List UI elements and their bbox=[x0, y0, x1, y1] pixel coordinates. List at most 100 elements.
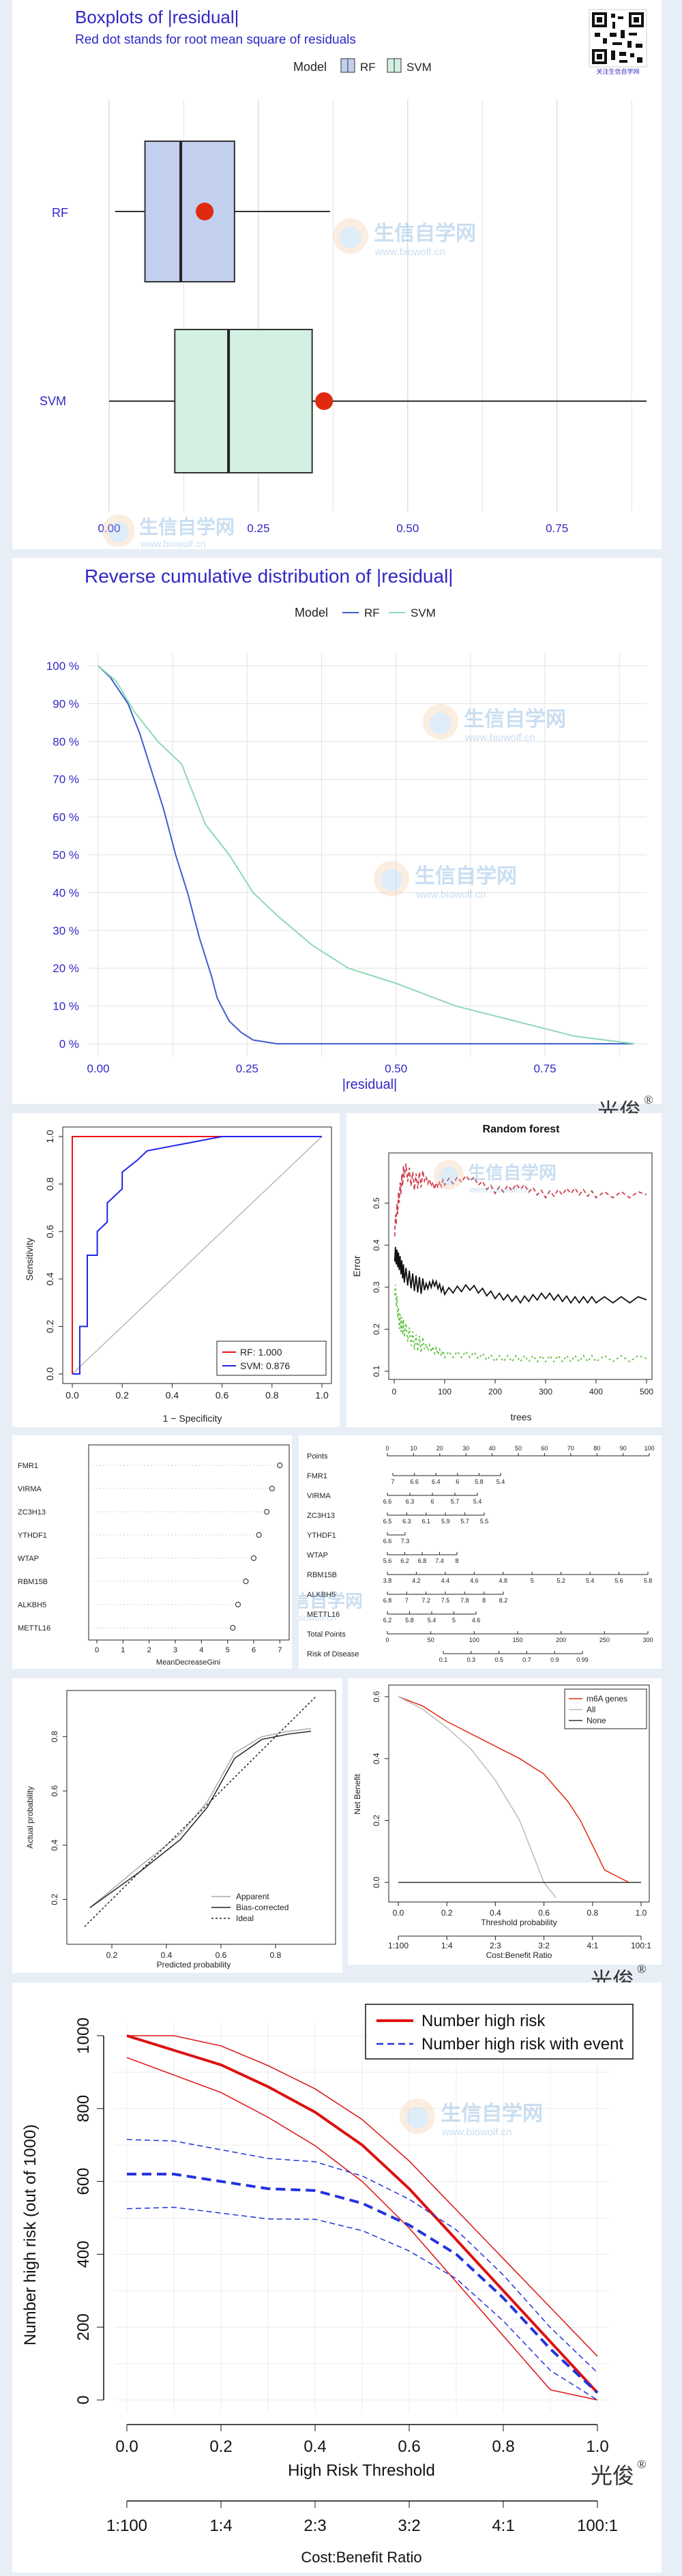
cic-high-risk-ci-lower bbox=[126, 2057, 598, 2401]
boxplot-title: Boxplots of |residual| bbox=[75, 7, 239, 27]
nomogram-tick-label: 100 bbox=[469, 1637, 479, 1643]
registered-mark-2: ® bbox=[637, 1962, 647, 1976]
roc-frame bbox=[62, 1126, 332, 1384]
dca-chart: 0.0 0.2 0.4 0.6 0.8 1.0 1:100 1:4 2:3 3:2 4:1 100:1… bbox=[353, 1684, 651, 1960]
rf-error-ylabel: Error bbox=[351, 1255, 362, 1276]
dca-x2-tick-label: 1:100 bbox=[388, 1941, 409, 1950]
importance-label: VIRMA bbox=[18, 1485, 42, 1493]
watermark-name: 生信自学网 bbox=[468, 1162, 557, 1183]
nomogram-tick-label: 40 bbox=[489, 1445, 496, 1452]
qr-caption: 关注生信自学网 bbox=[596, 68, 639, 75]
nomogram-row-label: ALKBH5 bbox=[307, 1591, 336, 1599]
nomogram-tick-label: 5.7 bbox=[451, 1498, 460, 1505]
nomogram-tick-label: 50 bbox=[428, 1637, 434, 1643]
cic-panel: 0.0 0.2 0.4 0.6 0.8 1.0 1:100 1:4 2:3 3:2 4:1 100:1… bbox=[12, 1982, 662, 2573]
nomogram-row-label: FMR1 bbox=[307, 1472, 327, 1480]
roc-x-tick-label: 0.2 bbox=[115, 1390, 129, 1401]
nomogram-tick-label: 3.8 bbox=[383, 1577, 392, 1584]
watermark-logo-2: 生信自学网 www.biowolf.cn bbox=[102, 514, 235, 549]
watermark-logo-4: 生信自学网 www.biowolf.cn bbox=[374, 861, 517, 901]
nomogram-tick-label: 6.6 bbox=[410, 1478, 419, 1485]
cic-y-tick-label: 800 bbox=[74, 2095, 93, 2122]
ecdf-y-tick-label: 50 % bbox=[53, 849, 79, 862]
roc-x-tick-label: 0.8 bbox=[265, 1390, 279, 1401]
boxplot-chart: Boxplots of |residual| Red dot stands fo… bbox=[40, 7, 651, 549]
roc-y-tick-label: 0.0 bbox=[44, 1367, 55, 1381]
qr-code-icon bbox=[589, 9, 647, 68]
dca-x-tick-label: 0.4 bbox=[490, 1908, 501, 1918]
dca-panel: 0.0 0.2 0.4 0.6 0.8 1.0 1:100 1:4 2:3 3:2 4:1 100:1… bbox=[348, 1678, 662, 1965]
watermark-url: www.biowolf.cn bbox=[299, 1613, 336, 1623]
nomogram-row-label: Risk of Disease bbox=[307, 1650, 359, 1658]
boxplot-panel: Boxplots of |residual| Red dot stands fo… bbox=[12, 0, 662, 549]
ecdf-legend-label-svm: SVM bbox=[411, 606, 436, 619]
rf-error-panel: Random forest 0 100 200 300 400 500 0.1 0.2 0.3 0… bbox=[346, 1113, 662, 1427]
cic-y-tick-label: 1000 bbox=[74, 2017, 93, 2053]
importance-point bbox=[277, 1463, 283, 1468]
cal-y-tick-label: 0.2 bbox=[50, 1894, 59, 1905]
nomogram-tick-label: 8.2 bbox=[499, 1597, 508, 1604]
rf-y-tick-label: 0.4 bbox=[372, 1240, 381, 1251]
dca-legend-none: None bbox=[587, 1716, 606, 1725]
rf-x-tick-label: 300 bbox=[539, 1387, 552, 1396]
ecdf-y-tick-label: 60 % bbox=[53, 811, 79, 824]
roc-x-tick-label: 0.4 bbox=[166, 1390, 179, 1401]
dca-x2-tick-label: 100:1 bbox=[631, 1941, 651, 1950]
watermark-url: www.biowolf.cn bbox=[464, 732, 535, 744]
ecdf-x-tick-label: 0.00 bbox=[87, 1062, 109, 1075]
nomogram-tick-label: 300 bbox=[642, 1637, 653, 1643]
nomogram-tick-label: 200 bbox=[556, 1637, 566, 1643]
importance-x-tick-label: 2 bbox=[147, 1646, 151, 1654]
nomogram-tick-label: 0.7 bbox=[522, 1656, 531, 1663]
nomogram-tick-label: 80 bbox=[593, 1445, 600, 1452]
watermark-name: 生信自学网 bbox=[441, 2102, 543, 2125]
watermark-name: 生信自学网 bbox=[139, 516, 235, 538]
rmse-dot bbox=[315, 392, 333, 410]
cal-x-tick-label: 0.4 bbox=[161, 1950, 173, 1960]
watermark-logo-1: 生信自学网 www.biowolf.cn bbox=[333, 218, 476, 258]
registered-mark: ® bbox=[644, 1093, 653, 1107]
boxplot-subtitle: Red dot stands for root mean square of r… bbox=[75, 33, 356, 47]
importance-point bbox=[230, 1625, 236, 1630]
roc-x-tick-label: 0.6 bbox=[216, 1390, 229, 1401]
nomogram-tick-label: 4.8 bbox=[499, 1577, 508, 1584]
calibration-xlabel: Predicted probability bbox=[157, 1960, 231, 1970]
nomogram-tick-label: 0 bbox=[385, 1445, 389, 1452]
ecdf-y-tick-label: 30 % bbox=[53, 924, 79, 937]
nomogram-tick-label: 30 bbox=[462, 1445, 469, 1452]
importance-frame bbox=[88, 1444, 290, 1641]
importance-label: METTL16 bbox=[18, 1624, 50, 1633]
watermark-url: www.biowolf.cn bbox=[140, 538, 206, 549]
calibration-frame bbox=[66, 1690, 336, 1945]
importance-xlabel: MeanDecreaseGini bbox=[156, 1658, 220, 1667]
dca-y-tick-label: 0.4 bbox=[372, 1753, 381, 1764]
cic-legend-event: Number high risk with event bbox=[421, 2035, 623, 2053]
dca-x-tick-label: 0.6 bbox=[538, 1908, 550, 1918]
importance-label: WTAP bbox=[18, 1555, 39, 1563]
importance-x-tick-label: 5 bbox=[226, 1646, 230, 1654]
nomogram-row-label: Points bbox=[307, 1452, 328, 1461]
rf-x-tick-label: 100 bbox=[438, 1387, 451, 1396]
importance-label: ZC3H13 bbox=[18, 1508, 46, 1517]
author-signature-3: 光俊 bbox=[591, 2463, 635, 2488]
nomogram-tick-label: 7 bbox=[391, 1478, 394, 1485]
ecdf-line-svm bbox=[98, 665, 635, 1044]
rf-error-title: Random forest bbox=[483, 1124, 561, 1135]
roc-x-tick-label: 1.0 bbox=[315, 1390, 329, 1401]
cic-x2-tick-label: 4:1 bbox=[492, 2517, 514, 2535]
roc-y-tick-label: 0.8 bbox=[44, 1177, 55, 1191]
importance-label: RBM15B bbox=[18, 1578, 48, 1586]
calibration-chart: 0.2 0.4 0.6 0.8 0.2 0.4 0.6 0.8 Apparent Bias-c… bbox=[25, 1690, 336, 1970]
watermark-name: 生信自学网 bbox=[464, 707, 566, 731]
dca-line bbox=[398, 1696, 557, 1899]
roc-legend-rf: RF: 1.000 bbox=[240, 1347, 282, 1358]
importance-point bbox=[235, 1602, 241, 1607]
ecdf-y-tick-label: 20 % bbox=[53, 962, 79, 975]
importance-x-tick-label: 1 bbox=[121, 1646, 125, 1654]
cal-legend-ideal: Ideal bbox=[236, 1914, 254, 1923]
roc-xlabel: 1 − Specificity bbox=[163, 1413, 222, 1424]
rf-error-line bbox=[394, 1246, 647, 1304]
watermark-name: 生信自学网 bbox=[299, 1591, 363, 1611]
legend-label-rf: RF bbox=[360, 61, 376, 74]
roc-chart: 0.0 0.0 0.2 0.2 0.4 0.4 0.6 0.6 0.8 0.8 1.0 1.0 1 −… bbox=[24, 1126, 332, 1424]
